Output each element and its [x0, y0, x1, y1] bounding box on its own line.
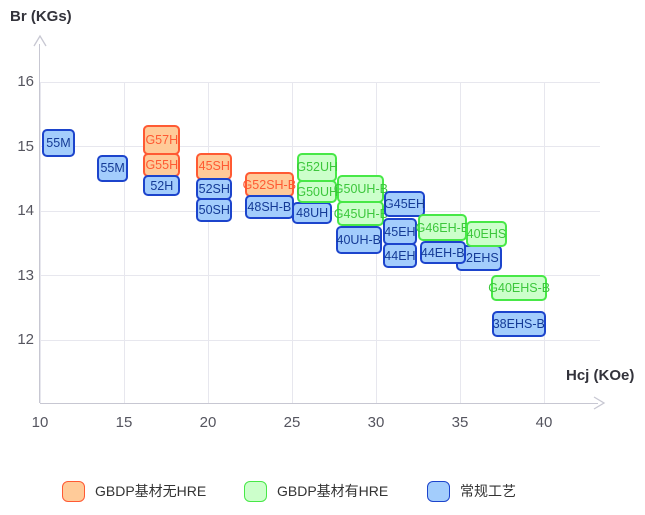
x-tick-label: 35	[451, 414, 469, 431]
y-tick-label: 15	[17, 137, 34, 155]
gridline-horizontal	[40, 339, 600, 341]
gridline-vertical	[291, 82, 293, 403]
gridline-horizontal	[40, 275, 600, 276]
legend-label: 常规工艺	[460, 483, 516, 499]
grade-box-52sh: 52SH	[196, 178, 233, 201]
grade-box-55m: 55M	[97, 154, 129, 182]
gridline-horizontal	[40, 146, 600, 147]
legend-swatch-conventional	[427, 481, 450, 502]
y-axis-arrow-icon	[33, 34, 47, 47]
y-axis-line	[39, 44, 40, 403]
y-tick-label: 13	[17, 266, 34, 284]
grade-box-g55h: G55H	[143, 152, 181, 177]
grade-box-45sh: 45SH	[196, 152, 233, 181]
x-tick-label: 30	[367, 414, 385, 431]
gridline-vertical	[123, 82, 125, 403]
grade-box-40ehs: 40EHS	[465, 221, 508, 248]
grade-box-38ehs-b: 38EHS-B	[491, 310, 546, 337]
x-axis-title: Hcj (KOe)	[566, 367, 635, 384]
legend-label: GBDP基材有HRE	[277, 483, 389, 499]
grade-box-g57h: G57H	[143, 125, 181, 155]
plot-area: 10 15 20 25 30 35 40 16 15 14 13 12 55M 55M G57H G55H 5…	[17, 34, 606, 431]
legend-swatch-gbdp-hre	[244, 481, 267, 502]
legend-swatch-gbdp-no-hre	[62, 481, 85, 502]
grade-box-g45eh: G45EH	[384, 191, 425, 217]
gridline-vertical	[543, 82, 545, 403]
legend-item-conventional[interactable]: 常规工艺	[427, 481, 516, 502]
y-tick-label: 16	[17, 73, 34, 90]
x-tick-label: 40	[535, 414, 553, 431]
x-tick-label: 15	[115, 414, 133, 431]
x-tick-label: 25	[283, 414, 301, 431]
legend-label: GBDP基材无HRE	[95, 483, 207, 499]
grade-box-g52sh-b: G52SH-B	[243, 172, 296, 197]
x-axis-arrow-icon	[593, 396, 606, 410]
grade-box-44eh-b: 44EH-B	[419, 241, 466, 264]
y-tick-label: 14	[17, 202, 34, 219]
grade-box-48uh: 48UH	[292, 201, 333, 224]
legend-item-gbdp-no-hre[interactable]: GBDP基材无HRE	[62, 481, 206, 502]
legend-item-gbdp-hre[interactable]: GBDP基材有HRE	[244, 481, 388, 502]
x-tick-label: 20	[199, 414, 217, 431]
grade-box-48sh-b: 48SH-B	[244, 194, 294, 219]
grade-box-44eh: 44EH	[382, 243, 418, 268]
grade-box-g46eh-b: G46EH-B	[416, 214, 469, 242]
grade-box-45eh: 45EH	[382, 218, 418, 246]
grade-box-55m: 55M	[41, 129, 76, 157]
y-axis-title: Br (KGs)	[10, 8, 72, 25]
grade-box-52h: 52H	[143, 174, 181, 197]
grade-box-g50uh-b: G50UH-B	[334, 174, 388, 204]
gridline-horizontal	[40, 81, 600, 83]
grade-box-g45uh-b: G45UH-B	[334, 201, 388, 226]
x-tick-label: 10	[31, 414, 49, 431]
grade-box-g40ehs-b: G40EHS-B	[488, 274, 550, 302]
x-axis-line	[40, 403, 598, 404]
grade-box-g50uh: G50UH	[296, 180, 338, 204]
gridline-vertical	[39, 82, 41, 403]
grade-box-50sh: 50SH	[196, 198, 233, 222]
legend: GBDP基材无HRE GBDP基材有HRE 常规工艺	[0, 481, 645, 505]
gridline-vertical	[207, 82, 209, 403]
y-tick-label: 12	[17, 331, 34, 348]
grade-box-g52uh: G52UH	[296, 152, 338, 182]
grade-box-40uh-b: 40UH-B	[335, 225, 382, 255]
